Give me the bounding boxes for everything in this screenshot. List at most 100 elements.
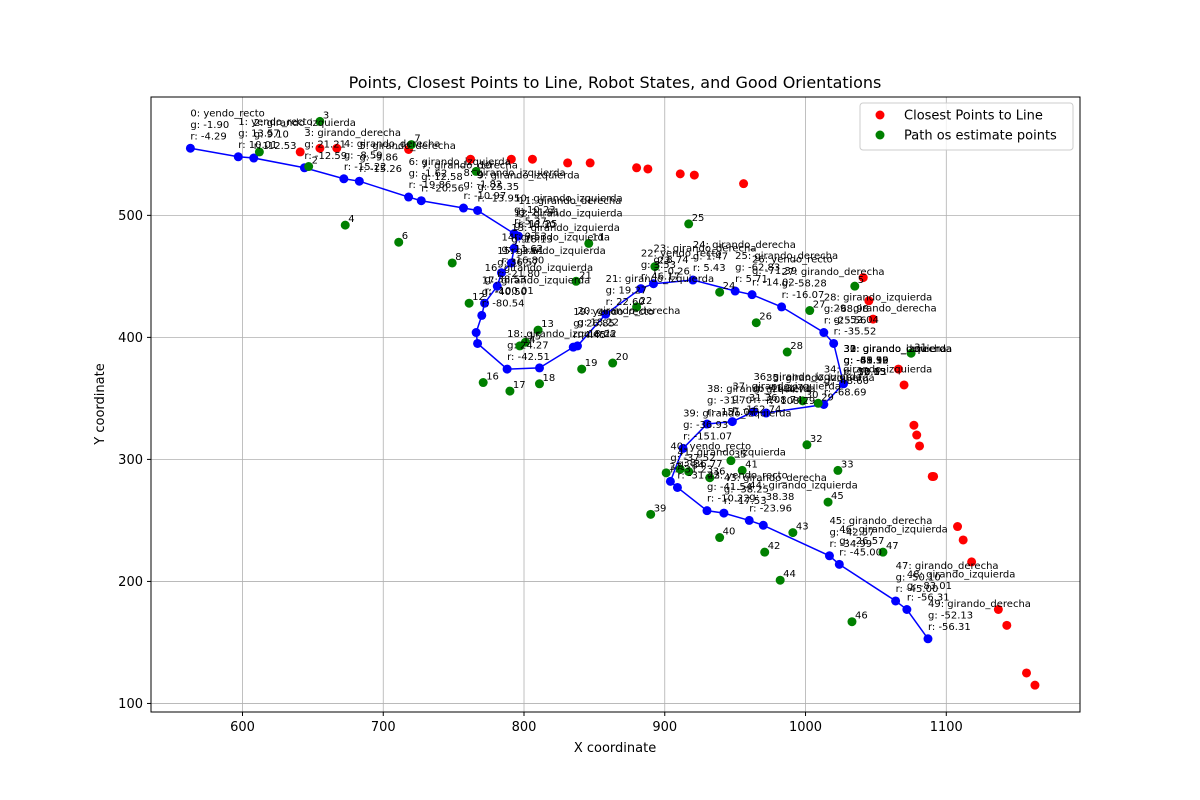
closest-point bbox=[315, 143, 325, 153]
point-number-label: 40 bbox=[723, 527, 736, 538]
legend-label: Path os estimate points bbox=[904, 129, 1057, 144]
point-number-label: 8 bbox=[455, 252, 461, 263]
point-number-label: 25 bbox=[692, 213, 705, 224]
point-number-label: 45 bbox=[831, 491, 844, 502]
closest-point bbox=[912, 430, 922, 440]
point-number-label: 1 bbox=[262, 141, 268, 152]
robot-state-point bbox=[727, 417, 737, 427]
robot-state-point bbox=[761, 408, 771, 418]
closest-point bbox=[899, 380, 909, 390]
path-estimate-point bbox=[788, 528, 798, 538]
point-number-label: 44 bbox=[783, 569, 796, 580]
state-annotation: 10: girando_izquierda g: 10.23 r: 5.37 bbox=[514, 194, 623, 228]
path-estimate-point bbox=[878, 547, 888, 557]
point-number-label: 12 bbox=[472, 292, 485, 303]
robot-state-point bbox=[688, 275, 698, 285]
path-estimate-point bbox=[850, 281, 860, 291]
path-estimate-point bbox=[340, 220, 350, 230]
state-annotation: 0: yendo_recto g: -1.90 r: -4.29 bbox=[190, 108, 264, 142]
point-number-label: 4 bbox=[348, 214, 354, 225]
point-number-label: 21 bbox=[579, 270, 592, 281]
point-number-label: 15 bbox=[528, 331, 541, 342]
point-number-label: 22 bbox=[640, 296, 653, 307]
closest-point bbox=[1002, 620, 1012, 630]
robot-state-point bbox=[513, 231, 523, 241]
robot-state-point bbox=[834, 559, 844, 569]
state-annotation: 48: girando_izquierda g: -83.01 r: -56.31 bbox=[907, 570, 1016, 604]
path-estimate-point bbox=[684, 219, 694, 229]
robot-state-point bbox=[665, 476, 675, 486]
point-number-label: 2 bbox=[312, 156, 318, 167]
robot-state-point bbox=[477, 310, 487, 320]
path-estimate-point bbox=[520, 337, 530, 347]
point-number-label: 34 bbox=[692, 461, 705, 472]
path-estimate-point bbox=[760, 547, 770, 557]
path-estimate-point bbox=[661, 468, 671, 478]
state-annotation: 2: girando_izquierda g: 9.10 r: -12.53 bbox=[254, 118, 356, 152]
state-annotation: 35: girando_izquierda g: -44.74 r: -108.29 bbox=[766, 373, 875, 407]
point-number-label: 46 bbox=[855, 611, 868, 622]
path-estimate-point bbox=[675, 464, 685, 474]
state-annotation: 44: girando_izquierda g: -38.38 r: -23.96 bbox=[749, 480, 858, 514]
state-annotation: 5: girando_derecha g: -9.86 r: -15.26 bbox=[359, 141, 456, 175]
x-tick-label: 1100 bbox=[930, 720, 963, 735]
state-annotation: 7: girando_derecha g: 12.58 r: -20.56 bbox=[421, 161, 518, 195]
robot-state-point bbox=[702, 419, 712, 429]
state-annotation: 42: yendo_recto g: -41.54 r: -10.22 bbox=[707, 471, 788, 505]
closest-point bbox=[953, 522, 963, 532]
point-number-label: 28 bbox=[790, 341, 803, 352]
y-tick-label: 300 bbox=[118, 453, 143, 468]
point-number-label: 20 bbox=[616, 352, 629, 363]
state-annotation: 37: girando_izquierda g: -31.36 r: -162.74 bbox=[732, 382, 841, 416]
point-number-label: 6 bbox=[402, 231, 408, 242]
point-number-label: 32 bbox=[810, 434, 823, 445]
point-number-label: 13 bbox=[541, 319, 554, 330]
robot-state-point bbox=[902, 605, 912, 614]
closest-point bbox=[585, 158, 595, 168]
path-estimate-point bbox=[798, 396, 808, 406]
path-estimate-point bbox=[715, 287, 725, 297]
ticks: 600 700 800 900 1000 1100 100 200 300 400 500 bbox=[118, 209, 963, 735]
state-annotation: 27: girando_derecha g: -58.28 r: -16.07 bbox=[782, 267, 885, 301]
state-annotation: 40: yendo_recto g: -37.52 r: -31.23 bbox=[670, 441, 751, 475]
state-annotation: 20: girando_derecha g: 18.22 r: 18.22 bbox=[577, 306, 680, 340]
path-estimate-point bbox=[805, 306, 815, 316]
closest-point bbox=[958, 535, 968, 545]
robot-state-point bbox=[891, 596, 901, 606]
state-annotation: 46: girando_izquierda g: -26.57 r: -45.00 bbox=[839, 524, 948, 558]
state-annotation: 45: girando_derecha g: -42.57 r: -34.99 bbox=[829, 516, 932, 550]
path-estimate-point bbox=[823, 497, 833, 507]
state-annotation: 13: girando_izquierda g: 18.13 r: 3.61 bbox=[511, 223, 619, 257]
y-tick-label: 100 bbox=[118, 697, 143, 712]
closest-point bbox=[643, 164, 653, 174]
robot-state-point bbox=[492, 281, 502, 291]
point-number-label: 19 bbox=[585, 358, 598, 369]
state-annotation: 18: girando_izquierda g: 24.27 r: -42.51 bbox=[507, 329, 616, 363]
point-number-label: 33 bbox=[841, 459, 854, 470]
closest-point bbox=[466, 154, 476, 164]
state-annotation: 24: girando_derecha g: 1.47 r: 5.43 bbox=[693, 240, 796, 274]
robot-state-point bbox=[758, 520, 768, 530]
path-estimate-point bbox=[833, 465, 843, 475]
point-number-label: 24 bbox=[723, 281, 736, 292]
path-estimate-point bbox=[447, 258, 457, 268]
path-estimate-point bbox=[813, 398, 823, 408]
robot-state-point bbox=[473, 205, 483, 215]
path-estimate-point bbox=[577, 364, 587, 374]
closest-point bbox=[675, 169, 685, 179]
path-estimate-point bbox=[906, 348, 916, 358]
state-annotation: 16: girando_izquierda g: 38.53 r: -100.01 bbox=[485, 263, 594, 297]
path-estimate-point bbox=[715, 533, 725, 543]
state-annotation: 26: yendo_recto g: -71.39 r: -14.02 bbox=[752, 255, 833, 289]
path-estimate-point bbox=[571, 276, 581, 286]
robot-state-point bbox=[777, 302, 787, 312]
robot-state-point bbox=[636, 284, 646, 294]
point-number-label: 43 bbox=[796, 522, 809, 533]
robot-state-point bbox=[473, 338, 483, 348]
robot-state-point bbox=[502, 364, 512, 374]
state-annotation: 34: girando_izquierda g: -48.60 r: -68.69 bbox=[824, 365, 933, 399]
state-annotation: 17: girando_izquierda g: -40.50 r: -80.54 bbox=[482, 275, 590, 309]
point-number-label: 11 bbox=[592, 232, 605, 243]
path-estimate-point bbox=[406, 140, 416, 150]
state-annotation: 9: girando_izquierda g: 25.35 r: -13.95 bbox=[478, 170, 580, 204]
